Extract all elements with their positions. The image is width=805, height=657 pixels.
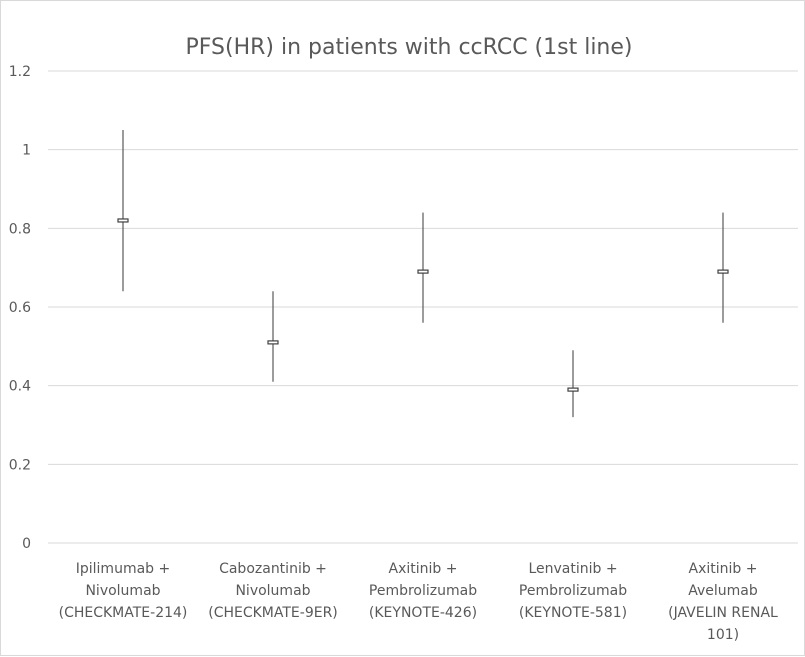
y-tick-label: 0.6 — [9, 300, 31, 316]
category-label: (JAVELIN RENAL — [668, 605, 778, 621]
category-label: Lenvatinib + — [528, 561, 617, 577]
category-label: Pembrolizumab — [369, 583, 477, 599]
category-label: Nivolumab — [235, 583, 310, 599]
hr-marker — [567, 387, 579, 392]
category-label: Ipilimumab + — [76, 561, 170, 577]
y-tick-label: 1.2 — [9, 64, 31, 80]
y-tick-label: 0.4 — [9, 379, 31, 395]
category-label: (CHECKMATE-9ER) — [208, 605, 338, 621]
category-label: (KEYNOTE-426) — [369, 605, 477, 621]
y-axis-ticks: 0 0.2 0.4 0.6 0.8 1 1.2 — [9, 64, 31, 552]
y-tick-label: 0.2 — [9, 457, 31, 473]
x-axis-categories: Ipilimumab + Nivolumab (CHECKMATE-214) Cabo… — [59, 561, 778, 643]
y-tick-label: 1 — [22, 143, 31, 159]
category-label: (CHECKMATE-214) — [59, 605, 188, 621]
hr-marker — [267, 340, 279, 345]
hr-marker — [717, 269, 729, 274]
hr-marker — [117, 218, 129, 223]
category-label: Pembrolizumab — [519, 583, 627, 599]
category-label: Nivolumab — [85, 583, 160, 599]
chart-title: PFS(HR) in patients with ccRCC (1st line… — [186, 35, 633, 60]
category-label: Axitinib + — [389, 561, 458, 577]
y-tick-label: 0.8 — [9, 221, 31, 237]
data-marks — [117, 130, 729, 418]
category-label: (KEYNOTE-581) — [519, 605, 627, 621]
category-label: Cabozantinib + — [219, 561, 327, 577]
category-label: 101) — [707, 627, 739, 643]
category-label: Axitinib + — [689, 561, 758, 577]
category-label: Avelumab — [688, 583, 758, 599]
hr-marker — [417, 269, 429, 274]
y-tick-label: 0 — [22, 536, 31, 552]
